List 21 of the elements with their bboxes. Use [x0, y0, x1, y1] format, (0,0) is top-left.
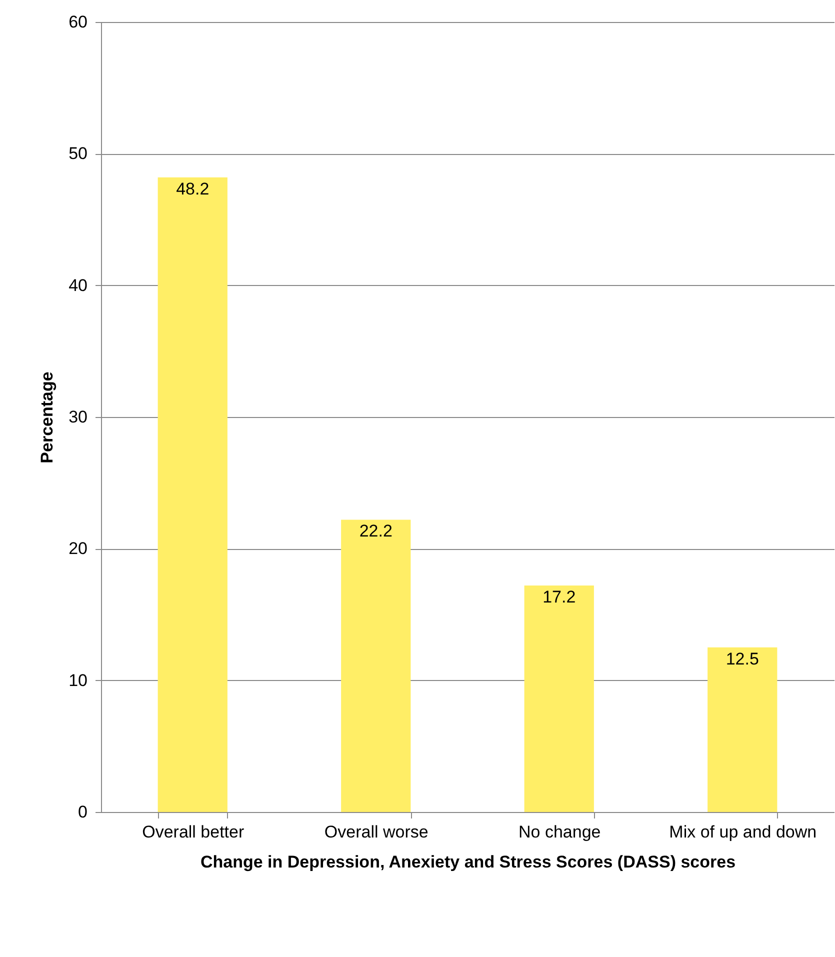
y-tick-label: 60 — [68, 12, 88, 32]
data-label: 22.2 — [359, 522, 392, 541]
bar — [708, 647, 778, 812]
data-label: 48.2 — [176, 179, 210, 198]
x-tick-label: Mix of up and down — [669, 822, 817, 842]
y-axis-title: Percentage — [38, 372, 57, 464]
x-tick-label: No change — [518, 822, 601, 842]
bar — [524, 586, 594, 812]
y-tick-label: 0 — [78, 802, 88, 822]
y-tick-label: 40 — [68, 276, 88, 295]
x-axis-title: Change in Depression, Anexiety and Stress Scores (DASS) scores — [200, 852, 736, 872]
bar — [341, 520, 411, 812]
data-label: 17.2 — [542, 588, 576, 607]
data-label: 12.5 — [726, 649, 759, 668]
y-tick-label: 10 — [68, 670, 88, 690]
y-tick-label: 50 — [68, 144, 88, 164]
y-tick-label: 20 — [68, 539, 88, 558]
y-tick-label: 30 — [68, 408, 88, 426]
bar — [158, 177, 228, 812]
x-tick-label: Overall worse — [324, 822, 428, 842]
x-tick-label: Overall better — [142, 822, 244, 842]
